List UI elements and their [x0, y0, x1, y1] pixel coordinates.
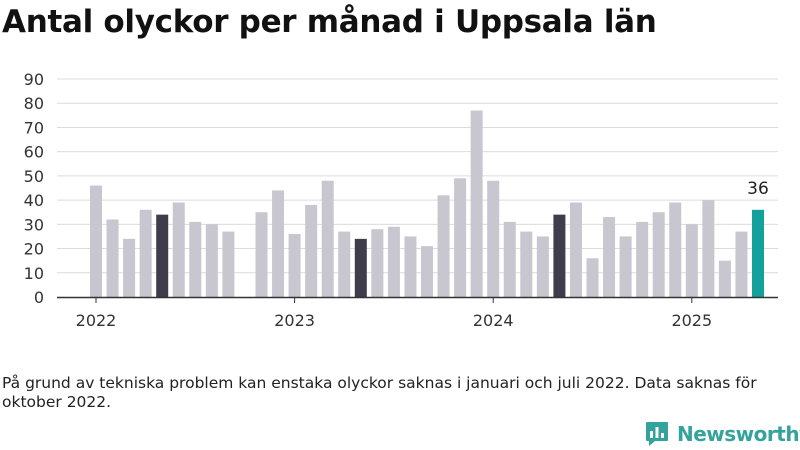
- y-tick-label: 60: [24, 143, 44, 162]
- bar-chart: 0 10 20 30 40 50 60 70 80 90 2022 2023 2024 2025 36: [24, 70, 778, 330]
- newsworthy-logo-icon: [646, 422, 668, 446]
- bar: [106, 219, 119, 297]
- bar: [189, 221, 202, 297]
- bar: [272, 190, 285, 297]
- bar: [487, 180, 500, 297]
- bar: [553, 214, 566, 297]
- bar: [421, 246, 433, 297]
- bar: [470, 110, 483, 297]
- bar: [669, 202, 682, 297]
- bar: [752, 209, 764, 297]
- bar: [536, 236, 549, 297]
- y-tick-label: 10: [24, 264, 44, 283]
- bar: [288, 234, 301, 297]
- bar: [172, 202, 185, 297]
- bar: [404, 236, 417, 297]
- footnote: På grund av tekniska problem kan enstaka…: [2, 374, 757, 411]
- x-tick-label: 2023: [274, 311, 315, 330]
- y-tick-label: 40: [24, 191, 44, 210]
- bar: [354, 238, 367, 297]
- chart-title: Antal olyckor per månad i Uppsala län: [2, 4, 657, 40]
- bar: [371, 229, 384, 297]
- brand-logo: Newsworthy: [645, 421, 800, 447]
- x-tick-label: 2024: [473, 311, 514, 330]
- bar: [735, 231, 748, 297]
- brand-name: Newsworthy: [677, 422, 800, 446]
- bar: [503, 221, 516, 297]
- x-tick-label: 2025: [671, 311, 712, 330]
- bar: [619, 236, 632, 297]
- y-tick-label: 70: [24, 118, 44, 137]
- bar: [90, 185, 102, 297]
- bar: [454, 178, 467, 297]
- bar: [652, 212, 665, 297]
- bar: [702, 200, 715, 297]
- y-tick-label: 0: [34, 288, 44, 307]
- y-tick-label: 80: [24, 94, 44, 113]
- bar: [156, 214, 169, 297]
- bar: [685, 224, 698, 297]
- data-label: 36: [747, 179, 769, 199]
- bar: [222, 231, 235, 297]
- y-tick-label: 20: [24, 240, 44, 259]
- bar: [437, 195, 450, 297]
- y-tick-label: 30: [24, 215, 44, 234]
- bar: [205, 224, 218, 297]
- bar: [636, 221, 649, 297]
- bar: [586, 258, 599, 297]
- bar: [387, 226, 400, 297]
- bar: [123, 238, 136, 297]
- y-tick-label: 50: [24, 167, 44, 186]
- bar: [569, 202, 582, 297]
- y-tick-label: 90: [24, 70, 44, 89]
- bar: [718, 260, 731, 297]
- x-tick-label: 2022: [76, 311, 117, 330]
- bar: [305, 204, 318, 297]
- bar: [603, 217, 616, 297]
- bar: [139, 209, 152, 297]
- bar: [520, 231, 533, 297]
- bar: [255, 212, 268, 297]
- bar: [338, 231, 351, 297]
- bar: [321, 180, 334, 297]
